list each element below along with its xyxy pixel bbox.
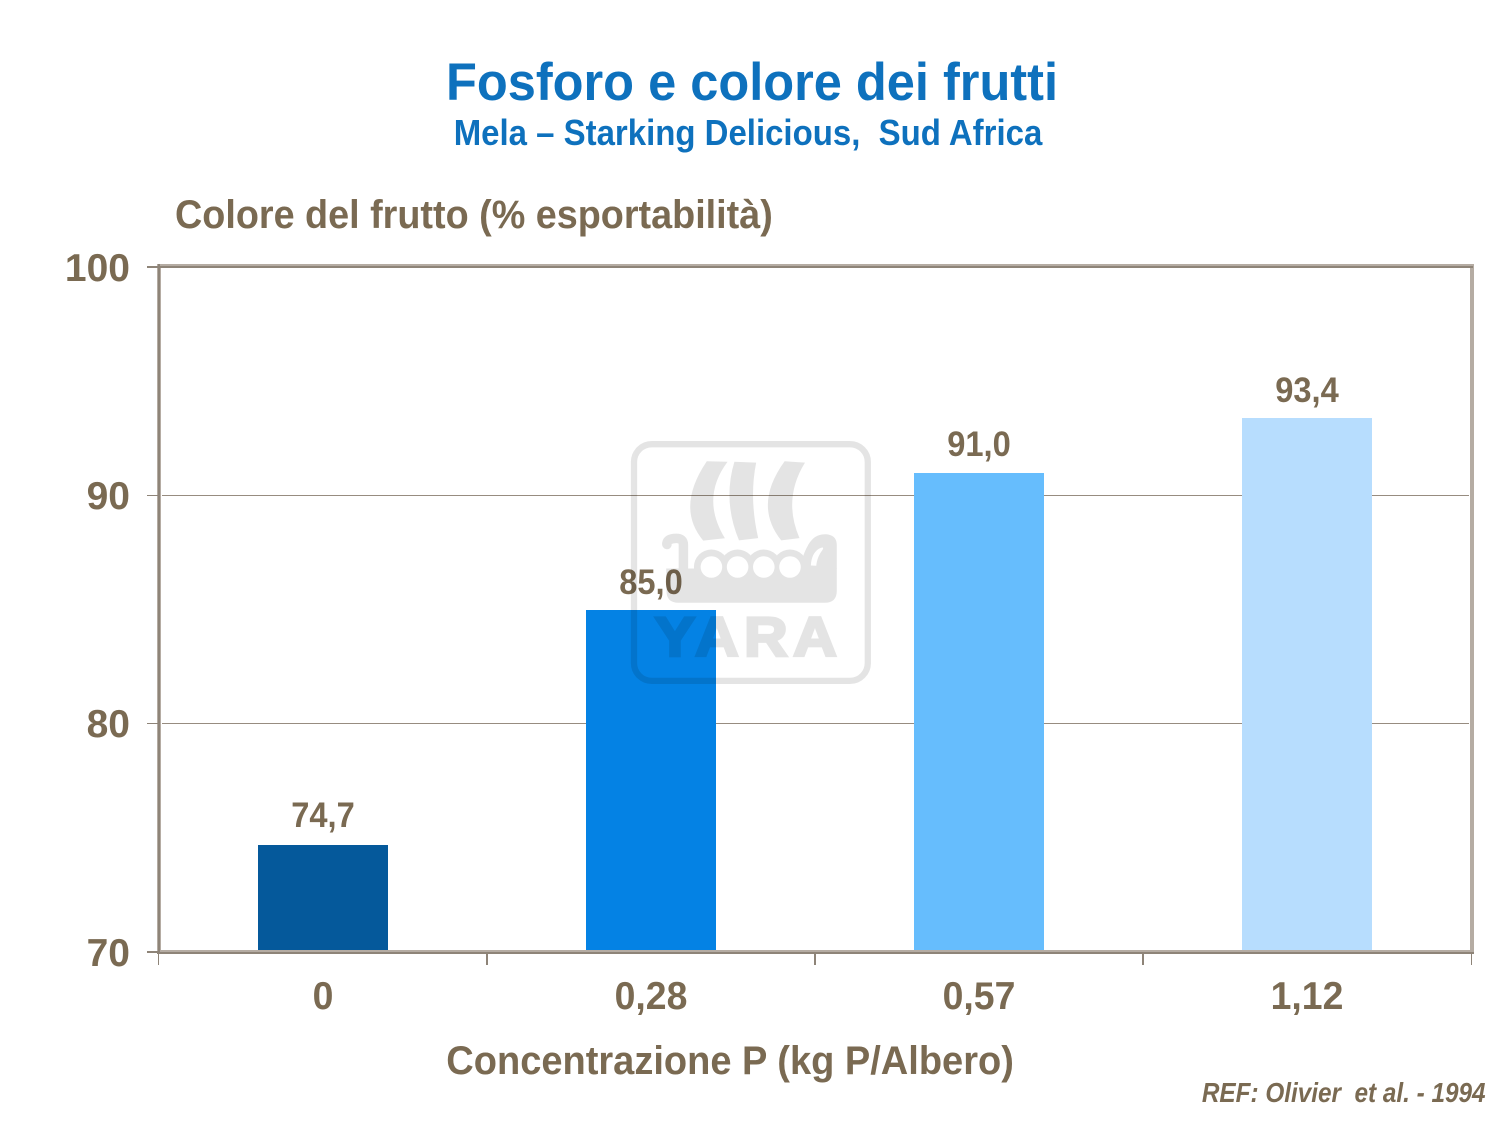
svg-text:YARA: YARA [655,606,842,668]
